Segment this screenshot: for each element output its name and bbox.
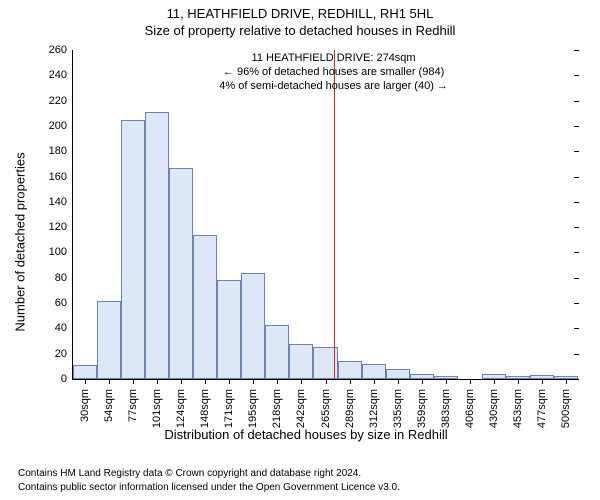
x-tick-mark bbox=[422, 379, 423, 384]
bar bbox=[241, 273, 265, 379]
x-tick-label: 265sqm bbox=[320, 385, 332, 428]
bar bbox=[289, 344, 313, 379]
x-tick-mark bbox=[494, 379, 495, 384]
bar bbox=[169, 168, 193, 379]
y-tick-mark bbox=[574, 278, 579, 279]
bar bbox=[386, 369, 410, 379]
y-tick-mark bbox=[574, 126, 579, 127]
x-tick-label: 383sqm bbox=[440, 385, 452, 428]
marker-line bbox=[334, 50, 335, 379]
x-tick-mark bbox=[157, 379, 158, 384]
x-tick-label: 335sqm bbox=[392, 385, 404, 428]
y-tick-label: 80 bbox=[55, 272, 73, 284]
x-tick-mark bbox=[181, 379, 182, 384]
x-tick-label: 171sqm bbox=[223, 385, 235, 428]
x-tick-label: 148sqm bbox=[199, 385, 211, 428]
plot-area: 11 HEATHFIELD DRIVE: 274sqm ← 96% of det… bbox=[72, 50, 578, 380]
y-tick-label: 0 bbox=[61, 373, 73, 385]
x-tick-mark bbox=[566, 379, 567, 384]
x-tick-label: 195sqm bbox=[247, 385, 259, 428]
x-tick-label: 312sqm bbox=[368, 385, 380, 428]
y-tick-label: 220 bbox=[49, 95, 73, 107]
x-tick-mark bbox=[253, 379, 254, 384]
bar bbox=[73, 365, 97, 379]
chart: Number of detached properties 11 HEATHFI… bbox=[26, 44, 586, 440]
y-tick-label: 260 bbox=[49, 44, 73, 56]
bar bbox=[338, 361, 362, 379]
x-tick-mark bbox=[542, 379, 543, 384]
x-tick-mark bbox=[398, 379, 399, 384]
bar bbox=[265, 325, 289, 379]
x-tick-mark bbox=[326, 379, 327, 384]
x-axis-title: Distribution of detached houses by size … bbox=[26, 427, 586, 442]
y-tick-label: 140 bbox=[49, 196, 73, 208]
x-tick-mark bbox=[277, 379, 278, 384]
y-tick-label: 180 bbox=[49, 145, 73, 157]
x-tick-mark bbox=[205, 379, 206, 384]
x-tick-label: 54sqm bbox=[103, 385, 115, 422]
x-tick-mark bbox=[446, 379, 447, 384]
x-tick-mark bbox=[109, 379, 110, 384]
copyright-line1: Contains HM Land Registry data © Crown c… bbox=[18, 467, 590, 481]
x-tick-label: 406sqm bbox=[464, 385, 476, 428]
x-tick-label: 30sqm bbox=[79, 385, 91, 422]
y-tick-mark bbox=[574, 227, 579, 228]
y-tick-mark bbox=[574, 177, 579, 178]
annotation-line2: ← 96% of detached houses are smaller (98… bbox=[219, 66, 448, 80]
y-tick-label: 200 bbox=[49, 120, 73, 132]
bar bbox=[97, 301, 121, 379]
y-tick-mark bbox=[574, 202, 579, 203]
x-tick-label: 218sqm bbox=[271, 385, 283, 428]
x-tick-mark bbox=[350, 379, 351, 384]
x-tick-mark bbox=[374, 379, 375, 384]
y-tick-mark bbox=[574, 379, 579, 380]
x-tick-mark bbox=[133, 379, 134, 384]
y-tick-mark bbox=[574, 75, 579, 76]
annotation-line3: 4% of semi-detached houses are larger (4… bbox=[219, 80, 448, 94]
y-tick-mark bbox=[574, 328, 579, 329]
x-tick-label: 242sqm bbox=[295, 385, 307, 428]
x-tick-label: 477sqm bbox=[536, 385, 548, 428]
y-tick-label: 240 bbox=[49, 69, 73, 81]
bar bbox=[145, 112, 169, 379]
y-tick-mark bbox=[574, 101, 579, 102]
y-tick-label: 160 bbox=[49, 171, 73, 183]
x-tick-mark bbox=[229, 379, 230, 384]
page-subtitle: Size of property relative to detached ho… bbox=[0, 21, 600, 38]
copyright-line2: Contains public sector information licen… bbox=[18, 481, 590, 495]
bar bbox=[362, 364, 386, 379]
y-tick-mark bbox=[574, 252, 579, 253]
x-tick-label: 500sqm bbox=[560, 385, 572, 428]
y-tick-label: 100 bbox=[49, 246, 73, 258]
bar bbox=[121, 120, 145, 379]
x-tick-label: 359sqm bbox=[416, 385, 428, 428]
y-tick-label: 60 bbox=[55, 297, 73, 309]
x-tick-label: 77sqm bbox=[127, 385, 139, 422]
x-tick-mark bbox=[85, 379, 86, 384]
copyright: Contains HM Land Registry data © Crown c… bbox=[18, 467, 590, 494]
y-tick-label: 20 bbox=[55, 348, 73, 360]
page-title: 11, HEATHFIELD DRIVE, REDHILL, RH1 5HL bbox=[0, 0, 600, 21]
y-tick-mark bbox=[574, 303, 579, 304]
x-tick-label: 124sqm bbox=[175, 385, 187, 428]
y-axis-title: Number of detached properties bbox=[13, 152, 28, 331]
bar bbox=[217, 280, 241, 379]
bars-layer bbox=[73, 50, 578, 379]
y-tick-mark bbox=[574, 50, 579, 51]
annotation-line1: 11 HEATHFIELD DRIVE: 274sqm bbox=[219, 52, 448, 66]
x-tick-mark bbox=[518, 379, 519, 384]
x-tick-label: 289sqm bbox=[344, 385, 356, 428]
x-tick-label: 453sqm bbox=[512, 385, 524, 428]
x-tick-mark bbox=[301, 379, 302, 384]
bar bbox=[193, 235, 217, 379]
y-tick-label: 40 bbox=[55, 322, 73, 334]
x-tick-label: 101sqm bbox=[151, 385, 163, 428]
x-tick-label: 430sqm bbox=[488, 385, 500, 428]
y-tick-mark bbox=[574, 151, 579, 152]
x-tick-mark bbox=[470, 379, 471, 384]
marker-annotation: 11 HEATHFIELD DRIVE: 274sqm ← 96% of det… bbox=[219, 52, 448, 93]
y-tick-label: 120 bbox=[49, 221, 73, 233]
y-tick-mark bbox=[574, 354, 579, 355]
